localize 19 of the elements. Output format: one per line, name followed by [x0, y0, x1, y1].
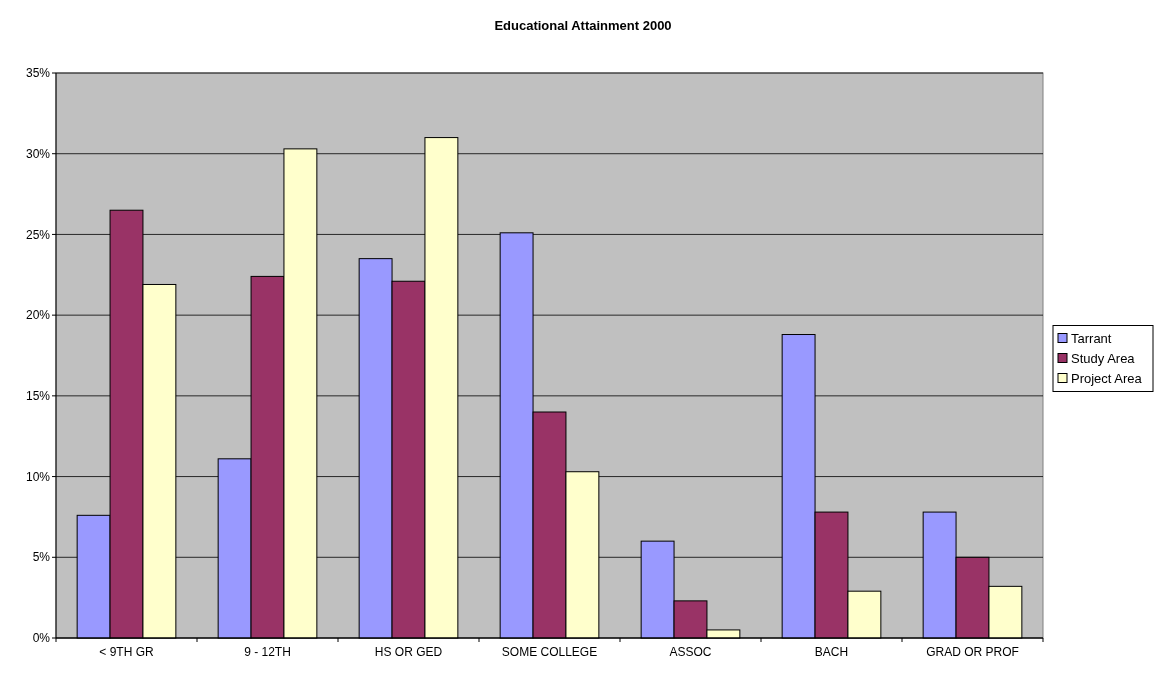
legend-label: Tarrant [1071, 330, 1112, 346]
x-tick-label: BACH [814, 645, 849, 659]
x-tick-label: < 9TH GR [99, 645, 154, 659]
legend-label: Study Area [1071, 350, 1136, 366]
x-tick-label: GRAD OR PROF [926, 645, 1019, 659]
y-tick-label: 30% [25, 146, 51, 161]
y-tick-label: 25% [25, 227, 51, 242]
y-tick-label: 10% [25, 469, 51, 484]
x-tick-label: SOME COLLEGE [501, 645, 598, 659]
y-tick-label: 0% [32, 631, 51, 646]
chart-title: Educational Attainment 2000 [494, 18, 672, 33]
y-tick-label: 5% [32, 550, 51, 565]
y-tick-label: 35% [25, 66, 51, 81]
y-tick-label: 15% [25, 389, 51, 404]
y-tick-label: 20% [25, 308, 51, 323]
x-tick-label: HS OR GED [374, 645, 443, 659]
legend-label: Project Area [1071, 370, 1143, 386]
x-tick-label: ASSOC [669, 645, 712, 659]
x-tick-label: 9 - 12TH [244, 645, 291, 659]
